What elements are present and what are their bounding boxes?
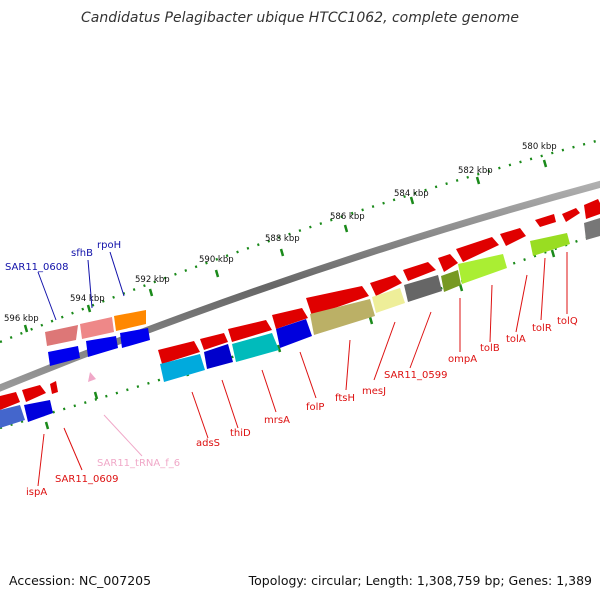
gene-label-sar11-trna: SAR11_tRNA_f_6 <box>97 458 180 469</box>
inner-tick-track <box>0 231 600 430</box>
reverse-gene-arrow[interactable] <box>48 346 80 366</box>
gene-arrow[interactable] <box>370 275 402 296</box>
gene-label-tolA: tolA <box>506 334 526 345</box>
reverse-gene-arrow[interactable] <box>86 336 118 357</box>
tick-label-594: 594 kbp <box>70 294 105 304</box>
tick-label-590: 590 kbp <box>199 255 234 265</box>
reverse-cds-cluster[interactable] <box>45 310 150 382</box>
tick-label-588: 588 kbp <box>265 234 300 244</box>
tick-label-582: 582 kbp <box>458 166 493 176</box>
gene-block[interactable] <box>372 288 405 313</box>
accession-text: Accession: NC_007205 <box>9 573 152 588</box>
gene-label-sar11-0599: SAR11_0599 <box>384 370 448 381</box>
gene-label-mrsA: mrsA <box>264 415 290 426</box>
gene-arrow[interactable] <box>22 385 46 402</box>
gene-label-adsS: adsS <box>196 438 220 449</box>
gene-label-tolQ: tolQ <box>557 316 578 327</box>
gene-label-ftsH: ftsH <box>335 393 355 404</box>
gene-label-mesJ: mesJ <box>362 386 386 397</box>
gene-label-tolB: tolB <box>480 343 500 354</box>
tick-label-586: 586 kbp <box>330 212 365 222</box>
rpoH-block[interactable] <box>114 310 146 331</box>
tick-label-584: 584 kbp <box>394 189 429 199</box>
gene-block[interactable] <box>441 270 461 292</box>
leader-lines <box>37 251 568 487</box>
gene-arrow[interactable] <box>500 228 526 246</box>
gene-label-folP: folP <box>306 402 324 413</box>
gene-label-sfhB: sfhB <box>71 248 93 259</box>
sar11-0608-block[interactable] <box>45 325 78 346</box>
gene-block[interactable] <box>530 233 570 256</box>
tick-label-580: 580 kbp <box>522 142 557 152</box>
forward-cds-upper[interactable] <box>0 199 600 410</box>
gene-block[interactable] <box>0 405 25 428</box>
tick-label-596: 596 kbp <box>4 314 39 324</box>
gene-arrow[interactable] <box>228 320 272 342</box>
gene-label-ompA: ompA <box>448 354 477 365</box>
gene-block[interactable] <box>310 299 375 335</box>
reverse-gene-arrow[interactable] <box>120 328 150 348</box>
gene-arrow[interactable] <box>562 208 580 222</box>
tick-labels: 580 kbp 582 kbp 584 kbp 586 kbp 588 kbp … <box>4 142 557 324</box>
gene-label-rpoH: rpoH <box>97 240 121 251</box>
gene-arrow[interactable] <box>584 199 600 219</box>
map-title: Candidatus Pelagibacter ubique HTCC1062,… <box>80 10 519 26</box>
gene-block[interactable] <box>232 333 279 362</box>
gene-block[interactable] <box>160 354 205 382</box>
genome-backbone <box>0 180 600 392</box>
gene-labels: tolQ tolR tolA tolB ompA SAR11_0599 mesJ… <box>5 240 578 498</box>
gene-block[interactable] <box>458 254 507 284</box>
gene-arrow[interactable] <box>0 392 20 410</box>
gene-label-sar11-0609: SAR11_0609 <box>55 474 119 485</box>
gene-block[interactable] <box>584 218 600 240</box>
gene-block[interactable] <box>24 400 53 422</box>
genome-summary-text: Topology: circular; Length: 1,308,759 bp… <box>248 573 592 588</box>
forward-cds-lower[interactable] <box>0 218 600 428</box>
gene-arrow[interactable] <box>403 262 436 281</box>
gene-arrow[interactable] <box>306 286 369 316</box>
gene-arrow[interactable] <box>158 341 200 364</box>
gene-block[interactable] <box>204 344 233 369</box>
gene-arrow[interactable] <box>50 381 58 394</box>
tick-label-592: 592 kbp <box>135 275 170 285</box>
gene-arrow[interactable] <box>456 237 499 262</box>
gene-arrow[interactable] <box>272 308 308 329</box>
gene-label-thiD: thiD <box>230 428 251 439</box>
gene-block[interactable] <box>276 319 312 348</box>
gene-label-ispA: ispA <box>26 487 47 498</box>
trna-marker[interactable] <box>88 372 96 382</box>
gene-block[interactable] <box>404 275 442 302</box>
gene-label-sar11-0608: SAR11_0608 <box>5 262 69 273</box>
gene-label-tolR: tolR <box>532 323 552 334</box>
gene-arrow[interactable] <box>200 333 228 350</box>
outer-tick-track <box>0 138 600 344</box>
gene-arrow[interactable] <box>438 254 458 272</box>
sfhB-block[interactable] <box>80 317 114 339</box>
gene-arrow[interactable] <box>535 214 556 227</box>
